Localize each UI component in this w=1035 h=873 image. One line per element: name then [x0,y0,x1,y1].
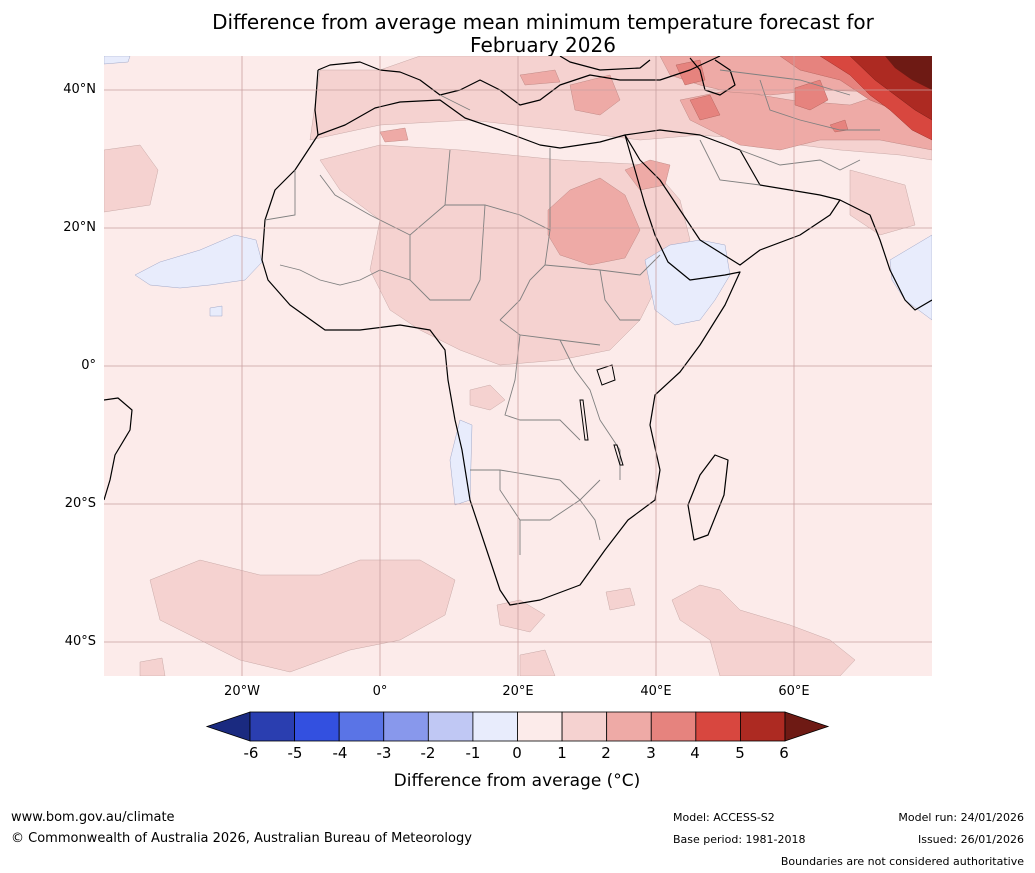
lon-label-60e: 60°E [778,684,810,699]
colorbar-bin [472,711,518,742]
map-title-line1: Difference from average mean minimum tem… [212,10,874,34]
colorbar-tick: -1 [465,744,481,762]
colorbar-bin [606,711,652,742]
colorbar-bin [294,711,340,742]
lakes [579,364,624,466]
gridlines [104,56,932,676]
colorbar-tick: 3 [646,744,656,762]
colorbar-tick: -4 [332,744,348,762]
map-title-line2: February 2026 [470,33,616,57]
colorbar-tick: 4 [690,744,700,762]
footer-issued: Issued: 26/01/2026 [917,833,1024,846]
colorbar-tick: 5 [735,744,745,762]
colorbar-tick: -3 [376,744,392,762]
map-plot-area [104,56,932,676]
colorbar-bin [517,711,563,742]
colorbar-title: Difference from average (°C) [393,771,641,791]
lat-label-40n: 40°N [63,82,96,97]
lat-label-0: 0° [81,358,96,373]
anomaly-band-over-6 [885,56,932,90]
lon-label-20e: 20°E [502,684,534,699]
colorbar-bin [650,711,697,742]
colorbar-bin [249,711,295,742]
colorbar-over-arrow [784,711,830,742]
footer-base-period: Base period: 1981-2018 [673,833,806,846]
colorbar-bin [427,711,474,742]
footer-website-link[interactable]: www.bom.gov.au/climate [11,810,175,825]
colorbar-tick: -2 [420,744,436,762]
footer-model: Model: ACCESS-S2 [673,811,775,824]
lat-label-40s: 40°S [64,634,96,649]
lon-label-40e: 40°E [640,684,672,699]
anomaly-band-minus1-0 [104,56,932,506]
colorbar-tick: -6 [243,744,259,762]
footer-copyright: © Commonwealth of Australia 2026, Austra… [11,831,472,846]
colorbar-tick: 1 [557,744,567,762]
footer-model-run: Model run: 24/01/2026 [898,811,1024,824]
colorbar [205,711,830,742]
colorbar-bin [740,711,786,742]
coastlines [104,56,932,606]
colorbar-tick: -5 [287,744,303,762]
colorbar-tick: 2 [601,744,611,762]
lon-label-0: 0° [372,684,388,699]
colorbar-bin [383,711,429,742]
footer-disclaimer: Boundaries are not considered authoritat… [780,855,1024,868]
colorbar-under-arrow [205,711,251,742]
colorbar-tick: 0 [512,744,522,762]
colorbar-bin [695,711,741,742]
lat-label-20n: 20°N [63,220,96,235]
lon-label-20w: 20°W [224,684,260,699]
lat-label-20s: 20°S [64,496,96,511]
colorbar-tick: 6 [779,744,789,762]
colorbar-bin [338,711,385,742]
colorbar-bin [561,711,608,742]
